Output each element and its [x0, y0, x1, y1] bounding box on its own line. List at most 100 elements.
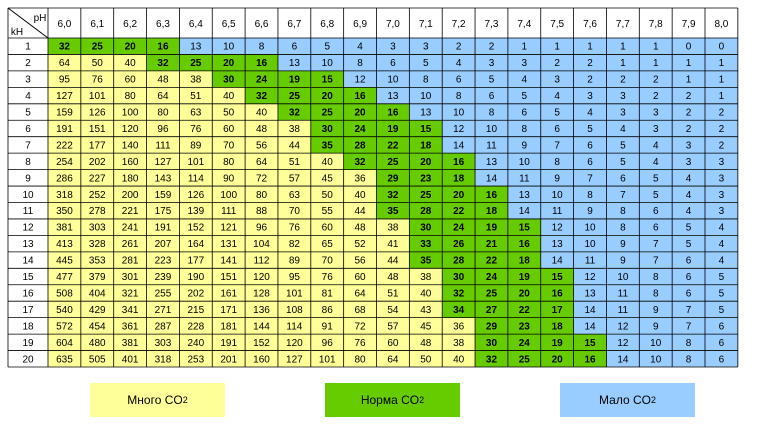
table-cell	[409, 169, 443, 187]
table-cell	[507, 70, 541, 88]
table-cell	[277, 103, 311, 121]
table-cell-value: 95	[59, 75, 71, 86]
table-cell-value: 1	[686, 58, 692, 69]
table-cell-value: 540	[56, 305, 73, 316]
kh-row-header: 17	[22, 305, 34, 316]
table-cell-value: 200	[122, 190, 139, 201]
table-cell-value: 10	[584, 239, 596, 250]
ph-column-header: 6,3	[156, 19, 170, 30]
table-cell	[442, 235, 476, 252]
table-cell-value: 5	[423, 58, 429, 69]
table-cell	[409, 235, 443, 252]
table-cell	[245, 87, 278, 104]
table-cell	[606, 350, 640, 367]
table-cell	[639, 218, 673, 236]
table-cell	[310, 87, 344, 104]
table-cell	[672, 169, 705, 187]
table-cell	[80, 153, 114, 170]
table-cell-value: 4	[587, 108, 593, 119]
kh-row-header: 19	[22, 338, 34, 349]
table-cell	[146, 284, 180, 302]
table-cell-value: 54	[387, 305, 399, 316]
table-cell-value: 8	[357, 58, 363, 69]
table-cell-value: 120	[253, 272, 270, 283]
table-cell	[80, 136, 114, 154]
table-cell-value: 180	[122, 173, 139, 184]
table-cell	[179, 202, 213, 219]
table-cell	[212, 169, 246, 187]
table-cell	[179, 284, 213, 302]
table-cell	[606, 38, 640, 55]
table-cell-value: 227	[89, 173, 106, 184]
table-cell-value: 32	[453, 288, 465, 299]
table-cell	[540, 350, 574, 367]
table-cell-value: 24	[256, 75, 268, 86]
table-cell	[606, 268, 640, 285]
table-cell-value: 6	[390, 58, 396, 69]
table-cell	[442, 169, 476, 187]
table-cell-value: 7	[686, 305, 692, 316]
table-cell-value: 88	[256, 206, 268, 217]
table-cell	[179, 87, 213, 104]
table-cell	[672, 186, 705, 203]
table-cell-value: 11	[552, 206, 563, 217]
corner-kh-label: kH	[11, 27, 23, 38]
table-cell-value: 56	[355, 256, 367, 267]
table-cell-value: 16	[355, 91, 367, 102]
table-cell-value: 201	[220, 354, 237, 365]
table-cell-value: 3	[587, 91, 593, 102]
table-cell	[310, 136, 344, 154]
table-cell-value: 131	[220, 239, 237, 250]
table-cell	[245, 334, 278, 351]
table-cell-value: 15	[552, 272, 564, 283]
table-cell-value: 10	[453, 108, 465, 119]
table-cell-value: 287	[155, 321, 172, 332]
table-cell-value: 40	[256, 108, 268, 119]
table-cell-value: 160	[122, 157, 139, 168]
table-cell-value: 72	[355, 321, 367, 332]
table-cell-value: 2	[489, 42, 495, 53]
table-cell	[179, 301, 213, 318]
table-cell	[245, 235, 278, 252]
table-cell	[376, 54, 410, 71]
table-cell-value: 12	[584, 272, 596, 283]
table-cell-value: 24	[355, 124, 367, 135]
table-cell	[475, 301, 508, 318]
table-cell	[146, 54, 180, 71]
table-cell	[277, 251, 311, 269]
table-cell	[507, 153, 541, 170]
table-cell-value: 114	[188, 173, 204, 184]
table-cell-value: 7	[587, 173, 593, 184]
table-cell	[179, 103, 213, 121]
table-cell-value: 20	[453, 190, 465, 201]
table-cell-value: 9	[554, 173, 560, 184]
table-cell-value: 76	[355, 338, 367, 349]
table-cell	[343, 301, 377, 318]
table-cell-value: 101	[286, 288, 303, 299]
table-cell	[672, 284, 705, 302]
table-cell-value: 281	[122, 256, 139, 267]
table-cell-value: 2	[587, 58, 593, 69]
ph-column-header: 6,2	[123, 19, 137, 30]
table-cell	[277, 169, 311, 187]
table-cell-value: 4	[719, 223, 725, 234]
table-cell	[343, 317, 377, 335]
table-cell	[212, 87, 246, 104]
table-cell-value: 5	[686, 223, 692, 234]
table-cell	[277, 284, 311, 302]
table-cell-value: 40	[322, 157, 334, 168]
table-cell-value: 36	[453, 321, 465, 332]
table-cell-value: 223	[155, 256, 172, 267]
table-cell	[245, 38, 278, 55]
table-cell-value: 8	[489, 108, 495, 119]
table-cell	[212, 218, 246, 236]
table-cell	[639, 169, 673, 187]
table-cell-value: 5	[653, 173, 659, 184]
table-cell-value: 32	[256, 91, 268, 102]
table-cell	[442, 70, 476, 88]
table-cell	[179, 235, 213, 252]
table-cell	[475, 120, 508, 137]
table-cell-value: 25	[387, 157, 399, 168]
table-cell-value: 191	[220, 338, 237, 349]
